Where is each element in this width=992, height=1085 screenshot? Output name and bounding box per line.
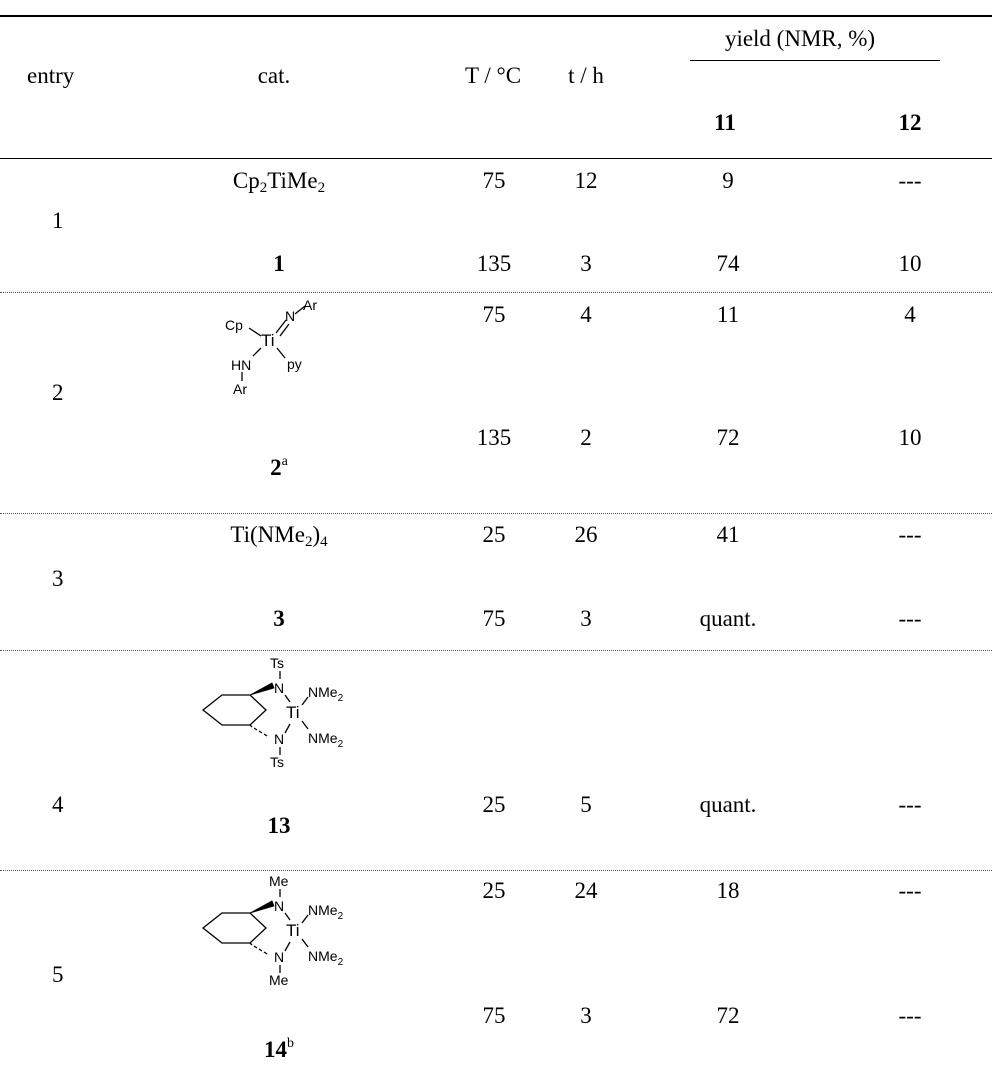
- catalyst-label: 3: [273, 606, 285, 631]
- entry-number: 1: [52, 208, 64, 233]
- cell-yield-11: quant.: [699, 606, 757, 631]
- cell-temperature: 135: [476, 251, 512, 276]
- cell-yield-12: 10: [898, 251, 922, 276]
- cell-time: 26: [574, 522, 598, 547]
- cell-time: 4: [580, 302, 592, 327]
- cell-time: 3: [580, 251, 592, 276]
- row-divider: [0, 650, 992, 651]
- catalyst-14-structure: Me N Ti N Me NMe2 NMe2: [201, 873, 344, 988]
- cell-time: 3: [580, 1003, 592, 1028]
- catalyst-2-structure: Cp N Ar Ti py HN Ar: [225, 297, 317, 397]
- nme2-label: NMe2: [308, 730, 344, 750]
- yield-underline: [690, 60, 940, 61]
- catalyst-formula: Ti(NMe2)4: [230, 522, 328, 550]
- nme2-label: NMe2: [308, 902, 344, 922]
- cell-temperature: 25: [482, 878, 506, 903]
- catalyst-13-structure: Ts N Ti N Ts NMe2 NMe2: [201, 655, 344, 770]
- cell-yield-11: quant.: [699, 792, 757, 817]
- header-compound-11: 11: [714, 110, 736, 135]
- catalyst-label: 1: [273, 251, 285, 276]
- cell-yield-12: 4: [904, 302, 916, 327]
- ar-label: Ar: [303, 297, 317, 313]
- header-yield: yield (NMR, %): [724, 26, 876, 51]
- cell-time: 24: [574, 878, 598, 903]
- cell-time: 2: [580, 425, 592, 450]
- header-time: t / h: [568, 63, 604, 88]
- header-temperature: T / °C: [464, 63, 522, 88]
- n-label: N: [274, 949, 284, 965]
- header-rule: [0, 158, 992, 159]
- cell-yield-11: 11: [716, 302, 740, 327]
- ti-label: Ti: [286, 703, 300, 722]
- header-compound-12: 12: [898, 110, 922, 135]
- n-label: N: [285, 308, 295, 324]
- cell-temperature: 25: [482, 792, 506, 817]
- cell-temperature: 75: [482, 168, 506, 193]
- row-divider: [0, 292, 992, 293]
- catalyst-formula: Cp2TiMe2: [232, 168, 326, 196]
- cell-temperature: 75: [482, 606, 506, 631]
- row-divider: [0, 870, 992, 871]
- me-label: Me: [269, 873, 289, 889]
- catalyst-label: 13: [267, 813, 291, 838]
- ti-label: Ti: [261, 331, 275, 350]
- cell-time: 12: [574, 168, 598, 193]
- cell-yield-11: 74: [716, 251, 740, 276]
- cell-yield-11: 72: [716, 1003, 740, 1028]
- ts-label: Ts: [270, 655, 284, 671]
- cell-temperature: 75: [482, 302, 506, 327]
- cell-yield-12: ---: [898, 606, 922, 631]
- nme2-label: NMe2: [308, 684, 344, 704]
- cell-yield-11: 9: [722, 168, 734, 193]
- ti-label: Ti: [286, 921, 300, 940]
- py-label: py: [287, 356, 302, 372]
- top-rule: [0, 15, 992, 17]
- cell-time: 5: [580, 792, 592, 817]
- cell-yield-12: ---: [898, 168, 922, 193]
- ts-label: Ts: [270, 754, 284, 770]
- hn-label: HN: [231, 357, 251, 373]
- header-entry: entry: [27, 63, 75, 88]
- cell-yield-12: ---: [898, 878, 922, 903]
- cell-time: 3: [580, 606, 592, 631]
- catalyst-label: 14b: [264, 1036, 294, 1063]
- n-label: N: [274, 731, 284, 747]
- cell-yield-11: 41: [716, 522, 740, 547]
- header-cat: cat.: [257, 63, 291, 88]
- cell-yield-12: ---: [898, 792, 922, 817]
- n-label: N: [274, 898, 284, 914]
- entry-number: 4: [52, 792, 64, 817]
- cell-temperature: 75: [482, 1003, 506, 1028]
- ar-label: Ar: [233, 381, 247, 397]
- cp-label: Cp: [225, 317, 243, 333]
- entry-number: 2: [52, 380, 64, 405]
- cell-yield-11: 72: [716, 425, 740, 450]
- cell-yield-12: ---: [898, 522, 922, 547]
- cell-temperature: 25: [482, 522, 506, 547]
- cell-yield-12: 10: [898, 425, 922, 450]
- cell-yield-12: ---: [898, 1003, 922, 1028]
- entry-number: 3: [52, 566, 64, 591]
- n-label: N: [274, 680, 284, 696]
- nme2-label: NMe2: [308, 948, 344, 968]
- cell-yield-11: 18: [716, 878, 740, 903]
- entry-number: 5: [52, 962, 64, 987]
- catalyst-label: 2a: [270, 454, 288, 481]
- me-label: Me: [269, 972, 289, 988]
- cell-temperature: 135: [476, 425, 512, 450]
- row-divider: [0, 513, 992, 514]
